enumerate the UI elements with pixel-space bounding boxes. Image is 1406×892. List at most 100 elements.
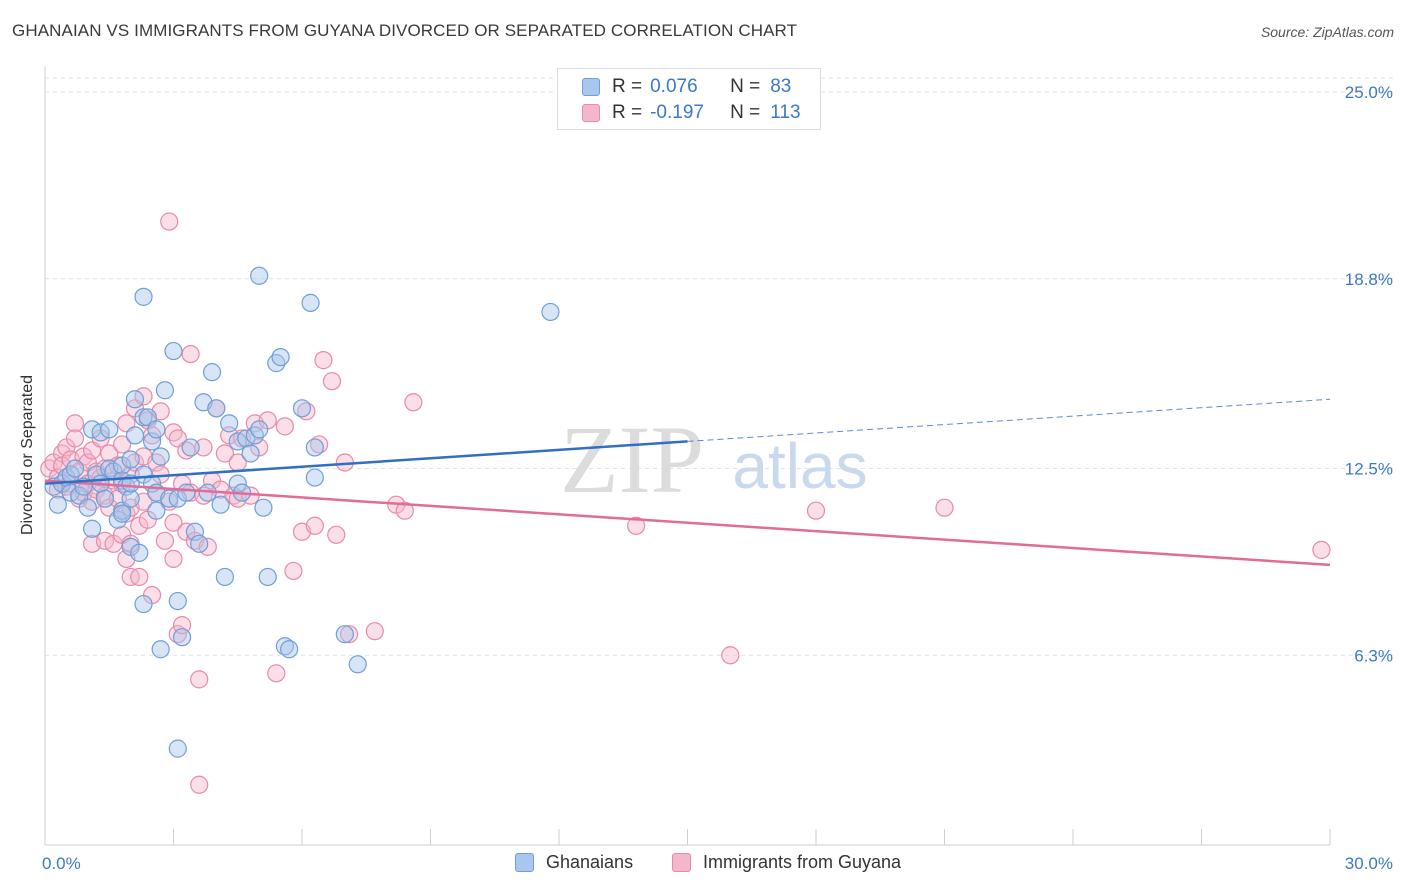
y-tick-label: 25.0%: [1345, 83, 1393, 102]
ghanaian-point: [151, 640, 170, 659]
ghanaian-point: [292, 399, 312, 418]
ghanaian-point: [83, 519, 102, 538]
guyana-point: [284, 561, 303, 581]
r-value: 0.076: [650, 76, 698, 97]
guyana-point: [340, 625, 359, 644]
ghanaian-point: [305, 438, 324, 457]
ghanaian-point: [258, 567, 277, 587]
guyana-point: [721, 646, 740, 665]
guyana-point: [65, 414, 85, 433]
ghanaian-point: [250, 266, 269, 285]
ghanaian-point: [168, 739, 187, 758]
ghanaian-point: [134, 408, 153, 427]
legend-row-guyana: R = -0.197 N = 113: [582, 101, 801, 125]
guyana-point: [190, 670, 209, 689]
r-value: -0.197: [650, 102, 704, 123]
r-label: R =: [612, 76, 643, 97]
watermark-atlas: atlas: [732, 430, 867, 502]
axes: [44, 66, 1331, 846]
guyana-point: [395, 501, 414, 520]
legend-item-guyana[interactable]: Immigrants from Guyana: [672, 852, 901, 873]
guyana-point: [215, 444, 234, 463]
guyana-point: [275, 417, 294, 436]
n-label: N =: [730, 102, 761, 123]
ghanaian-point: [121, 489, 140, 508]
ghanaian-point: [125, 426, 145, 445]
ghanaian-point: [172, 628, 192, 647]
ghanaian-trend-line: [44, 440, 688, 485]
legend-label-ghanaians: Ghanaians: [546, 852, 634, 872]
ghanaian-point: [95, 489, 115, 508]
ghanaian-point: [65, 459, 85, 478]
guyana-point: [365, 622, 384, 641]
guyana-point: [626, 516, 646, 535]
ghanaian-point: [78, 498, 97, 517]
guyana-point: [190, 775, 209, 794]
guyana-trend-line: [44, 479, 1331, 567]
blue-swatch: [582, 78, 600, 96]
guyana-point: [164, 549, 183, 568]
ghanaian-trend-extension: [687, 398, 1331, 442]
ghanaian-point: [541, 302, 560, 322]
n-label: N =: [730, 76, 761, 97]
legend-item-ghanaians[interactable]: Ghanaians: [515, 852, 633, 873]
ghanaian-point: [202, 363, 222, 382]
ghanaian-point: [220, 414, 239, 433]
correlation-legend: R = 0.076 N = 83 R = -0.197 N = 113: [557, 68, 821, 130]
y-tick-label: 18.8%: [1345, 270, 1393, 289]
guyana-point: [267, 664, 286, 683]
guyana-point: [322, 372, 342, 391]
ghanaian-point: [335, 625, 354, 644]
ghanaian-point: [241, 444, 260, 463]
ghanaian-point: [147, 501, 166, 520]
n-value: 83: [770, 76, 792, 97]
guyana-point: [112, 435, 132, 454]
ghanaian-point: [181, 438, 200, 457]
ghanaian-point: [211, 495, 230, 514]
guyana-point: [194, 438, 213, 457]
y-tick-label: 6.3%: [1354, 646, 1393, 665]
x-tick-label: 0.0%: [42, 854, 81, 873]
ghanaian-point: [271, 348, 290, 367]
blue-swatch: [515, 853, 534, 872]
ghanaian-point: [250, 420, 269, 439]
trend-lines: [44, 398, 1331, 567]
ghanaian-point: [125, 390, 145, 409]
ghanaian-point: [147, 420, 166, 439]
guyana-point: [305, 516, 324, 535]
r-label: R =: [612, 102, 643, 123]
guyana-point: [65, 429, 85, 448]
guyana-point: [130, 567, 149, 587]
tick-labels: 6.3% 12.5% 18.8% 25.0% 0.0% 30.0%: [42, 83, 1393, 873]
source-label: Source: ZipAtlas.com: [1260, 24, 1394, 40]
guyana-point: [404, 393, 423, 412]
ghanaian-point: [112, 504, 132, 523]
guyana-point: [155, 531, 175, 550]
guyana-point: [181, 344, 200, 364]
series-ghanaians-points: [44, 266, 560, 758]
guyana-point: [160, 212, 179, 231]
pink-swatch: [672, 853, 691, 872]
guyana-point: [935, 498, 954, 517]
guyana-point: [327, 525, 346, 544]
ghanaian-point: [215, 567, 234, 587]
legend-label-guyana: Immigrants from Guyana: [703, 852, 902, 872]
ghanaian-point: [48, 495, 67, 514]
ghanaian-point: [348, 655, 367, 674]
ghanaian-point: [134, 594, 153, 614]
ghanaian-point: [155, 381, 175, 400]
guyana-point: [1312, 540, 1331, 559]
ghanaian-point: [130, 543, 149, 562]
guyana-point: [806, 501, 826, 520]
ghanaian-point: [190, 534, 209, 553]
ghanaian-point: [185, 522, 205, 541]
ghanaian-point: [164, 341, 183, 361]
n-value: 113: [770, 102, 801, 123]
ghanaian-point: [100, 420, 119, 439]
ghanaian-point: [168, 591, 187, 611]
ghanaian-point: [254, 498, 273, 517]
guyana-point: [164, 513, 183, 532]
y-tick-label: 12.5%: [1345, 460, 1393, 479]
ghanaian-point: [151, 447, 170, 466]
